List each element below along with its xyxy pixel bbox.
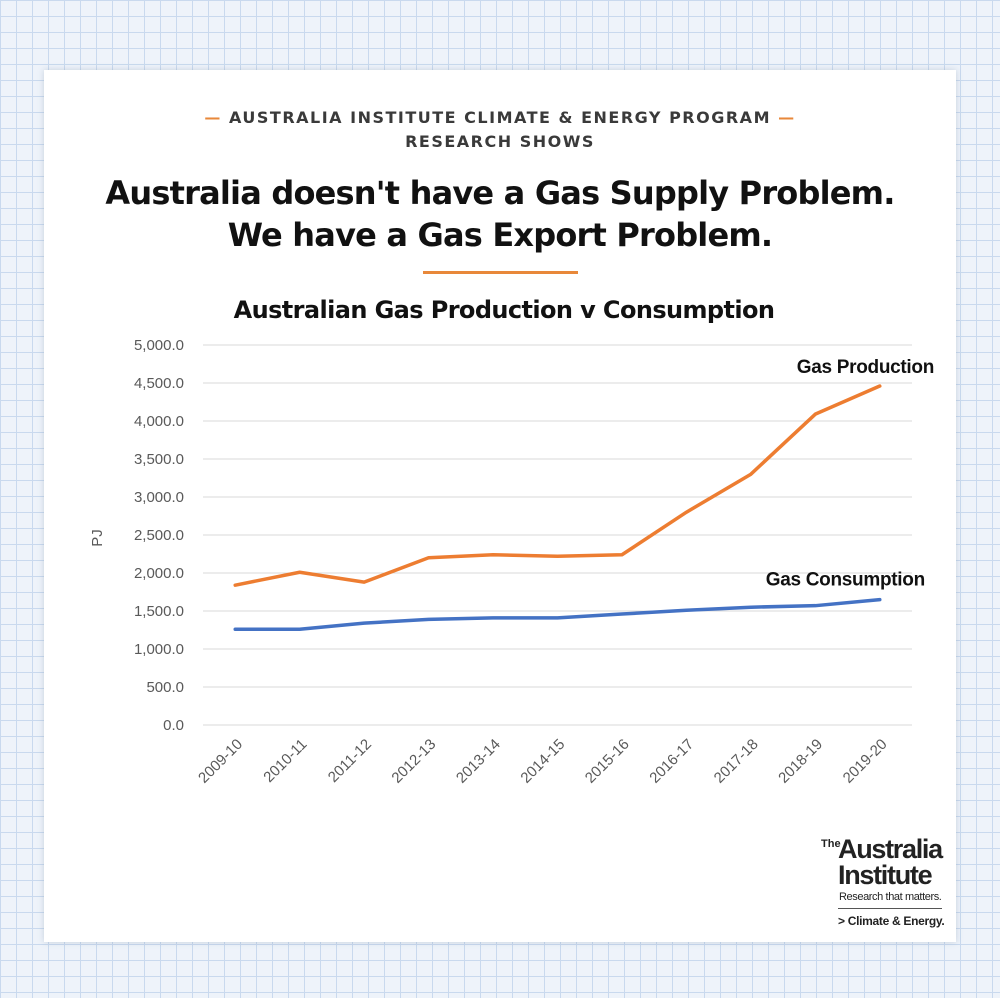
kicker-dash-right: — xyxy=(778,108,796,127)
chart-title: Australian Gas Production v Consumption xyxy=(233,296,775,324)
y-axis-label: PJ xyxy=(89,529,106,547)
kicker-dash-left: — xyxy=(204,108,222,127)
kicker-text: AUSTRALIA INSTITUTE CLIMATE & ENERGY PRO… xyxy=(229,108,771,127)
gas-production-line xyxy=(233,384,882,587)
y-tick-label: 1,000.0 xyxy=(134,641,184,658)
y-tick-label: 2,000.0 xyxy=(134,565,184,582)
accent-divider xyxy=(423,271,578,274)
gas-consumption-line xyxy=(233,597,882,631)
logo-the: The xyxy=(821,838,841,850)
x-tick-label: 2012-13 xyxy=(388,736,439,787)
y-tick-label: 5,000.0 xyxy=(134,337,184,354)
kicker-line-2: RESEARCH SHOWS xyxy=(405,132,595,151)
headline-line-1: Australia doesn't have a Gas Supply Prob… xyxy=(105,174,895,212)
line-chart: 0.0 500.0 1,000.0 1,500.0 2,000.0 2,500.0 3,00… xyxy=(89,337,934,787)
y-tick-label: 4,000.0 xyxy=(134,413,184,430)
gas-consumption-label: Gas Consumption xyxy=(766,570,925,591)
logo-name-line-1: Australia xyxy=(838,834,943,864)
x-tick-label: 2010-11 xyxy=(260,736,310,786)
y-tick-label: 4,500.0 xyxy=(134,375,184,392)
logo-divider xyxy=(838,908,942,909)
y-tick-label: 1,500.0 xyxy=(134,603,184,620)
x-tick-label: 2017-18 xyxy=(711,736,762,787)
x-tick-label: 2013-14 xyxy=(453,736,504,787)
headline-line-2: We have a Gas Export Problem. xyxy=(227,216,773,254)
y-tick-label: 2,500.0 xyxy=(134,527,184,544)
infographic-card: — AUSTRALIA INSTITUTE CLIMATE & ENERGY P… xyxy=(44,70,956,942)
logo-tagline: Research that matters. xyxy=(839,891,942,903)
logo-program: > Climate & Energy. xyxy=(838,914,945,928)
x-tick-label: 2019-20 xyxy=(840,736,891,787)
logo-name-line-2: Institute xyxy=(838,860,933,890)
x-tick-label: 2014-15 xyxy=(517,736,568,787)
kicker-line-1: — AUSTRALIA INSTITUTE CLIMATE & ENERGY P… xyxy=(44,108,956,127)
x-tick-label: 2015-16 xyxy=(582,736,633,787)
x-tick-label: 2018-19 xyxy=(775,736,826,787)
x-tick-label: 2009-10 xyxy=(195,736,246,787)
y-tick-label: 500.0 xyxy=(146,679,184,696)
x-tick-label: 2011-12 xyxy=(325,736,375,786)
gas-production-label: Gas Production xyxy=(797,357,934,378)
y-tick-label: 0.0 xyxy=(163,717,184,734)
y-tick-label: 3,500.0 xyxy=(134,451,184,468)
x-tick-label: 2016-17 xyxy=(646,736,697,787)
y-tick-label: 3,000.0 xyxy=(134,489,184,506)
